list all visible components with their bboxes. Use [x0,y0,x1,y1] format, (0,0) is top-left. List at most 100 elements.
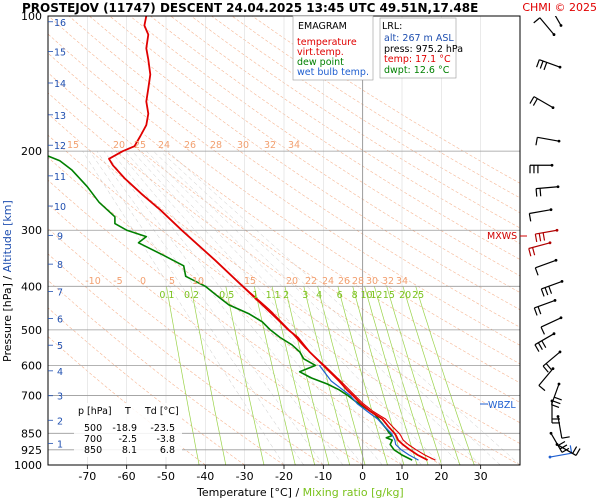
wind-barb-dot [557,139,561,143]
wind-barb-flag [544,287,549,296]
altitude-tick-label: 4 [57,367,63,378]
dry-adiabat-line [48,16,520,346]
lrl-title: LRL: [382,21,402,32]
dry-adiabat-label: 0 [140,276,146,287]
wind-barbs-column [528,16,581,459]
mixing-ratio-label: 0.1 [159,290,174,301]
series-line-virt-temp- [242,285,436,461]
mixing-ratio-label: 2 [283,290,289,301]
dry-adiabat-label: 32 [382,276,394,287]
wind-barb-staff [557,416,563,439]
wind-barb-flag [553,396,562,401]
wind-barb-staff [538,368,554,386]
wind-barb-staff [536,186,559,190]
mixing-ratio-line [415,286,475,465]
wind-barb-dot [553,299,557,302]
temperature-tick-label: -30 [236,470,254,483]
wind-barb-flag [536,59,540,68]
table-row-500-td: -23.5 [150,423,175,434]
moist-adiabat-line [82,151,285,465]
dry-adiabat-line [48,33,520,365]
profile-curves [48,16,436,461]
temperature-tick-label: 20 [434,470,448,483]
wind-barb-dot [558,350,562,354]
temperature-tick-label: 10 [395,470,409,483]
wind-barb-dot [551,367,555,371]
dry-adiabat-line [211,16,520,214]
wind-barb-staff [540,317,562,328]
series-line-dew-point [48,155,413,461]
dry-adiabat-line [48,72,520,403]
wind-barb-dot [549,431,553,435]
wind-barb-flag [539,60,544,69]
mixing-ratio-label: 0.2 [184,290,199,301]
wind-barb-staff [541,280,563,290]
mixing-ratio-label: 15 [383,290,395,301]
dry-adiabat-label: 32 [264,140,276,151]
dry-adiabat-line [150,16,520,260]
pressure-tick-label: 925 [21,444,42,457]
moist-adiabat-line [124,151,403,465]
altitude-tick-label: 2 [57,416,63,427]
wind-barb-dot [559,316,563,320]
altitude-tick-label: 11 [54,172,66,183]
temperature-tick-label: -60 [118,470,136,483]
wind-barb-dot [552,33,556,36]
wind-barb-flag [529,96,535,104]
dry-adiabat-line [48,134,520,465]
temperature-tick-label: -10 [314,470,332,483]
legend-wet-bulb: wet bulb temp. [297,67,369,78]
mixing-ratio-label: 20 [399,290,411,301]
wind-barb-staff [554,16,562,26]
dry-adiabat-label: 15 [67,140,79,151]
dry-adiabat-label: 28 [210,140,222,151]
wind-barb-dot [556,185,560,189]
altitude-tick-label: 16 [54,18,66,29]
wind-barb-flag [539,188,542,197]
lrl-temp: temp: 17.1 °C [384,54,451,65]
table-header-t: T [124,406,131,417]
pressure-tick-label: 700 [21,389,42,402]
wind-barb-staff [535,229,558,235]
dry-adiabat-line [48,307,245,465]
wind-barb-flag [548,285,553,294]
wind-barb-flag [551,404,560,408]
wind-barb-staff [534,299,556,309]
wind-barb-flag [533,307,538,316]
chart-title: PROSTEJOV (11747) DESCENT 24.04.2025 13:… [22,1,478,15]
dry-adiabat-label: 20 [113,140,125,151]
moist-adiabat-line [139,151,442,465]
dry-adiabat-line [109,16,520,293]
wind-barb-staff [528,242,551,250]
mixing-ratio-label: 1 [252,290,258,301]
dry-adiabat-label: 24 [158,140,170,151]
legend-virt-temp: virt.temp. [297,47,344,58]
wind-barb-flag [535,188,538,197]
mixing-ratio-label: 0.5 [219,290,234,301]
mixing-ratio-line [364,286,418,465]
dry-adiabat-label: 25 [134,140,146,151]
wind-barb-flag [552,400,561,405]
wind-barb-flag [534,267,539,276]
mixing-ratio-label: 3 [302,290,308,301]
x-axis-label-sep: / [295,486,299,499]
wind-barb-staff [539,17,555,35]
moist-adiabat-line [160,151,501,465]
x-axis-label-mixing: Mixing ratio [g/kg] [303,486,404,499]
dry-adiabat-line [48,228,363,465]
wind-barb-flag [557,440,566,447]
temperature-tick-label: 30 [474,470,488,483]
lrl-press: press: 975.2 hPa [384,44,463,55]
wind-barb-dot [550,163,554,167]
wind-barb-flag [533,17,541,24]
temperature-tick-label: -70 [78,470,96,483]
dry-adiabat-line [252,16,520,184]
pressure-tick-label: 100 [21,10,42,23]
table-row-850-p: 850 [84,445,102,456]
dry-adiabat-label: 30 [366,276,378,287]
legend-temperature: temperature [297,37,357,48]
altitude-tick-label: 6 [57,315,63,326]
wind-barb-staff [542,351,561,367]
altitude-tick-label: 13 [54,111,66,122]
levels-table: p [hPa] T Td [°C] 500 -18.9 -23.5 700 -2… [74,403,182,457]
